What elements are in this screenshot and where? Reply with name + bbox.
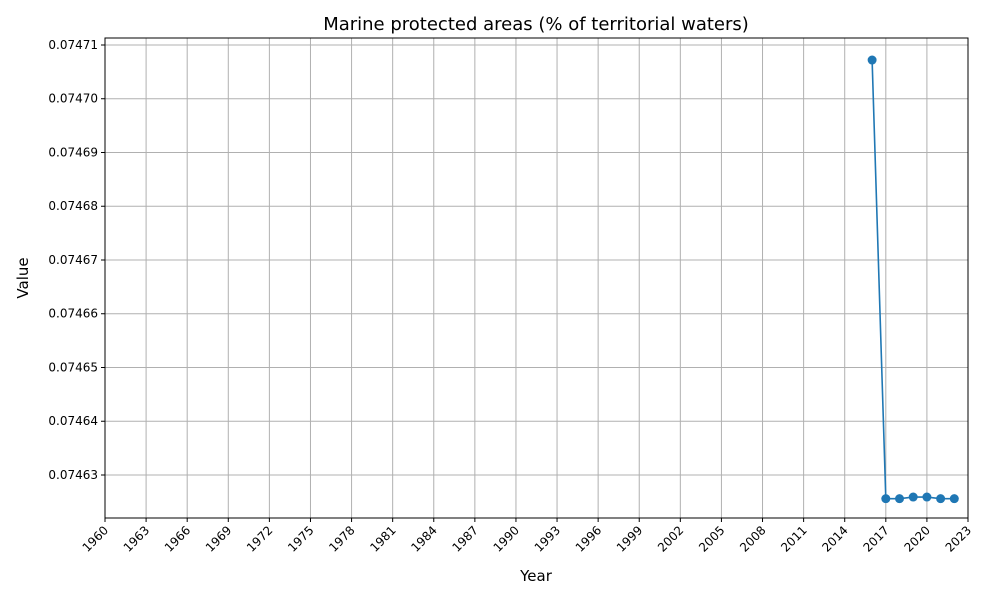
y-tick-label: 0.07463: [48, 468, 98, 482]
x-axis-title: Year: [519, 567, 553, 585]
data-point: [881, 494, 891, 504]
y-tick-label: 0.07469: [48, 145, 98, 159]
y-tick-label: 0.07465: [48, 360, 98, 374]
y-axis-title: Value: [14, 257, 32, 298]
y-tick-label: 0.07470: [48, 92, 98, 106]
grid-lines: [104, 38, 969, 518]
data-point: [867, 55, 877, 65]
data-point: [908, 492, 918, 502]
y-axis: 0.07463 0.07464 0.07465 0.07466 0.07467 0.074…: [48, 38, 105, 482]
chart-title: Marine protected areas (% of territorial…: [323, 14, 749, 35]
y-tick-label: 0.07464: [48, 414, 98, 428]
data-point: [949, 494, 959, 504]
data-point: [922, 492, 932, 502]
y-tick-label: 0.07467: [48, 253, 98, 267]
data-point: [936, 494, 946, 504]
series-layer: [867, 55, 959, 504]
y-tick-label: 0.07471: [48, 38, 98, 52]
y-tick-label: 0.07466: [48, 307, 98, 321]
y-tick-label: 0.07468: [48, 199, 98, 213]
plot-frame: [104, 37, 969, 519]
data-point: [895, 494, 905, 504]
